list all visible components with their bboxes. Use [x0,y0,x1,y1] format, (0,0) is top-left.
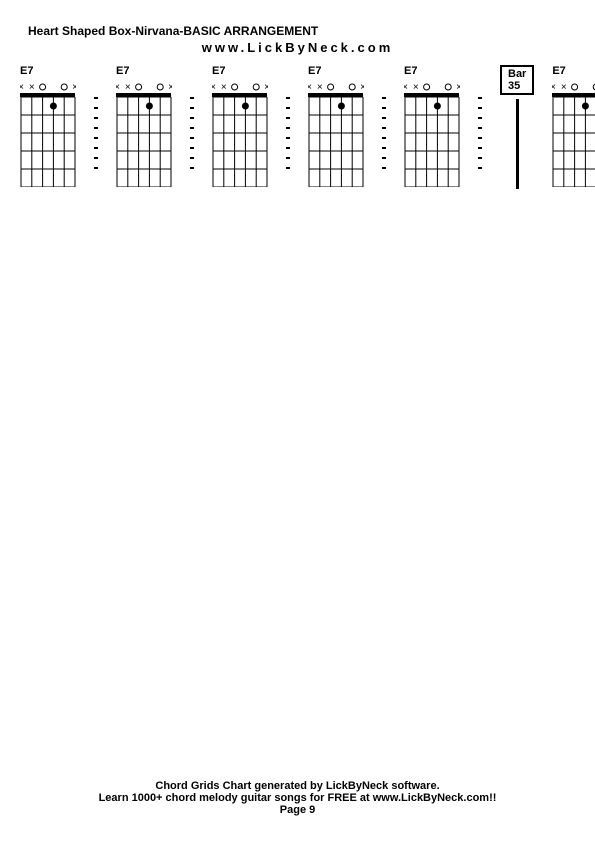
svg-text:×: × [20,82,24,93]
svg-text:×: × [212,82,216,93]
header: Heart Shaped Box-Nirvana-BASIC ARRANGEME… [0,0,595,55]
svg-text:×: × [317,82,323,93]
page-title: Heart Shaped Box-Nirvana-BASIC ARRANGEME… [28,24,595,38]
chord-name: E7 [552,65,565,77]
svg-text:×: × [404,82,408,93]
svg-text:×: × [308,82,312,93]
chord-grid: × × × [116,79,172,192]
chord-name: E7 [212,65,225,77]
svg-text:×: × [116,82,120,93]
footer-page: Page 9 [0,804,595,816]
svg-text:×: × [552,82,556,93]
pattern-separator [190,80,194,185]
chord-grid: ××× [552,79,595,192]
chord-diagram: E7××× [552,65,595,192]
footer-promo: Learn 1000+ chord melody guitar songs fo… [0,792,595,804]
pattern-separator [286,80,290,185]
chord-name: E7 [404,65,417,77]
pattern-separator [478,80,482,185]
svg-text:×: × [221,82,227,93]
pattern-separator [382,80,386,185]
svg-text:×: × [125,82,131,93]
footer: Chord Grids Chart generated by LickByNec… [0,780,595,816]
chord-grid: × × × [20,79,76,192]
svg-text:×: × [72,82,76,93]
chord-grid: × × × [404,79,460,192]
svg-text:×: × [168,82,172,93]
chord-diagram: E7 × × × [20,65,76,192]
chord-diagram: E7 × × × [212,65,268,192]
bar-marker: Bar 35 [500,65,534,189]
chord-diagram: E7 × × × [404,65,460,192]
chord-name: E7 [308,65,321,77]
chord-grid: × × × [212,79,268,192]
svg-text:×: × [29,82,35,93]
svg-text:×: × [561,82,567,93]
bar-line [516,99,519,189]
bar-label: Bar 35 [500,65,534,95]
svg-text:×: × [413,82,419,93]
chord-row: E7×××E7×××E7×××E7×××E7×××Bar 35E7××× [0,65,595,192]
chord-name: E7 [20,65,33,77]
chord-diagram: E7 × × × [308,65,364,192]
chord-name: E7 [116,65,129,77]
footer-software: Chord Grids Chart generated by LickByNec… [0,780,595,792]
website-url: www.LickByNeck.com [0,40,595,55]
chord-grid: × × × [308,79,364,192]
svg-text:×: × [264,82,268,93]
chord-diagram: E7 × × × [116,65,172,192]
svg-text:×: × [360,82,364,93]
svg-text:×: × [456,82,460,93]
pattern-separator [94,80,98,185]
